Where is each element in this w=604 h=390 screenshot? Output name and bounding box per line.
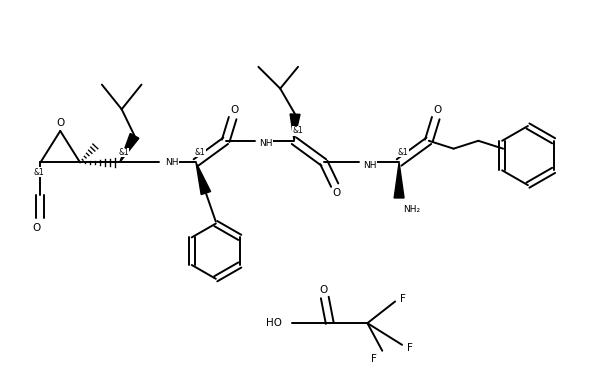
Text: &1: &1 [118,148,129,157]
Text: O: O [56,118,65,128]
Text: &1: &1 [397,148,408,157]
Text: &1: &1 [33,168,44,177]
Text: O: O [231,105,239,115]
Text: O: O [333,188,341,198]
Text: &1: &1 [293,126,303,135]
Text: O: O [434,105,442,115]
Polygon shape [196,163,211,195]
Text: NH: NH [364,161,377,170]
Text: HO: HO [266,318,282,328]
Text: F: F [371,354,378,363]
Text: &1: &1 [194,148,205,157]
Polygon shape [120,133,139,163]
Text: F: F [407,343,413,353]
Text: NH: NH [259,139,273,148]
Text: NH₂: NH₂ [403,205,420,214]
Text: O: O [33,223,40,232]
Text: NH: NH [165,158,179,167]
Polygon shape [290,114,300,141]
Polygon shape [394,163,404,198]
Text: O: O [320,285,328,294]
Text: F: F [400,294,406,303]
